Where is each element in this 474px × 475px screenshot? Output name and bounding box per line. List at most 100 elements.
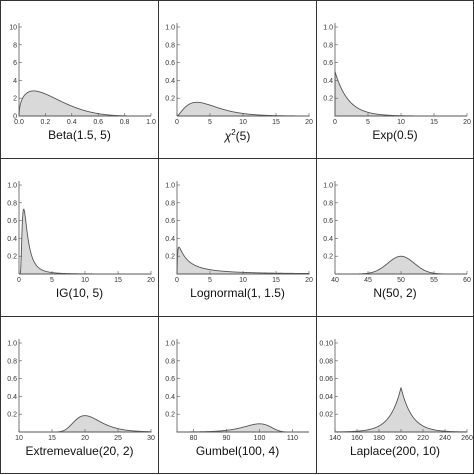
x-tick-label: 80 [190, 435, 198, 442]
density-area [18, 90, 151, 117]
x-tick-label: 20 [305, 119, 313, 126]
density-plot: 0.0 0.2 0.4 0.6 0.8 1.0 0 2 4 6 8 10 [9, 23, 156, 126]
y-tick-label: 2 [13, 96, 17, 103]
x-tick-label: 90 [223, 435, 231, 442]
y-tick-label: 0.2 [165, 254, 175, 261]
x-tick-label: 110 [287, 435, 298, 442]
y-tick-label: 0.6 [7, 218, 17, 225]
x-tick-label: 15 [114, 277, 122, 284]
y-tick-label: 1.0 [165, 183, 175, 190]
y-tick-label: 0.8 [323, 42, 333, 49]
x-tick-label: 10 [81, 277, 89, 284]
y-tick-label: 1.0 [7, 341, 17, 348]
density-area [176, 246, 310, 275]
distribution-title: Exp(0.5) [372, 128, 418, 142]
y-tick-label: 0.06 [319, 376, 333, 383]
density-area [334, 71, 467, 117]
y-tick-label: 0.6 [323, 60, 333, 67]
x-tick-label: 15 [272, 119, 280, 126]
distribution-title: Beta(1.5, 5) [48, 128, 111, 142]
chart-panel: 10 15 20 25 30 0.2 0.4 0.6 0.8 1.0 Extremevalue(20… [0, 316, 159, 474]
x-tick-label: 220 [417, 435, 429, 442]
y-tick-label: 0.6 [323, 218, 333, 225]
y-tick-label: 10 [9, 25, 17, 32]
x-tick-label: 240 [439, 435, 451, 442]
y-tick-label: 0.4 [7, 236, 17, 243]
chart-panel: 140 160 180 200 220 240 260 0.02 0.04 0.06 0.08 0.1… [316, 316, 474, 474]
x-tick-label: 25 [114, 435, 122, 442]
chart-panel: 0 5 10 15 20 0.2 0.4 0.6 0.8 1.0 Lognormal(1, 1.5) [158, 158, 317, 317]
y-tick-label: 1.0 [323, 183, 333, 190]
y-tick-label: 1.0 [165, 25, 175, 32]
y-tick-label: 6 [13, 60, 17, 67]
x-tick-label: 10 [239, 277, 247, 284]
y-tick-label: 0.10 [319, 341, 333, 348]
chart-panel: 0 5 10 15 20 0.2 0.4 0.6 0.8 1.0 IG(10, 5) [0, 158, 159, 317]
density-area [176, 423, 309, 433]
y-tick-label: 0.2 [323, 254, 333, 261]
x-tick-label: 0 [175, 119, 179, 126]
density-plot: 140 160 180 200 220 240 260 0.02 0.04 0.06 0.08 0.1… [319, 339, 473, 442]
y-tick-label: 1.0 [165, 341, 175, 348]
x-tick-label: 55 [430, 277, 438, 284]
y-tick-label: 0.6 [165, 218, 175, 225]
distribution-title: Lognormal(1, 1.5) [190, 286, 285, 300]
x-tick-label: 15 [272, 277, 280, 284]
x-tick-label: 20 [147, 277, 155, 284]
x-tick-label: 10 [15, 435, 23, 442]
density-plot: 0 5 10 15 20 0.2 0.4 0.6 0.8 1.0 [165, 23, 313, 126]
x-tick-label: 50 [397, 277, 405, 284]
density-plot: 0 5 10 15 20 0.2 0.4 0.6 0.8 1.0 [165, 181, 313, 284]
y-tick-label: 0.4 [165, 236, 175, 243]
y-tick-label: 0.8 [7, 358, 17, 365]
x-tick-label: 0 [175, 277, 179, 284]
x-tick-label: 20 [463, 119, 471, 126]
density-area [334, 387, 468, 433]
y-tick-label: 0.6 [165, 376, 175, 383]
density-plot: 0 5 10 15 20 0.2 0.4 0.6 0.8 1.0 [323, 23, 471, 126]
x-tick-label: 0.6 [93, 119, 103, 126]
y-tick-label: 0.4 [323, 78, 333, 85]
x-tick-label: 5 [50, 277, 54, 284]
x-tick-label: 30 [147, 435, 155, 442]
y-tick-label: 0.8 [165, 358, 175, 365]
distribution-title: Laplace(200, 10) [349, 444, 441, 458]
x-tick-label: 100 [254, 435, 266, 442]
y-tick-label: 0.08 [319, 358, 333, 365]
x-tick-label: 45 [364, 277, 372, 284]
distribution-title: IG(10, 5) [55, 286, 104, 300]
x-tick-label: 0.0 [14, 119, 24, 126]
y-tick-label: 0.02 [319, 412, 333, 419]
x-tick-label: 0.2 [41, 119, 51, 126]
x-tick-label: 180 [373, 435, 385, 442]
y-tick-label: 0.8 [323, 200, 333, 207]
x-tick-label: 1.0 [146, 119, 156, 126]
x-tick-label: 160 [351, 435, 363, 442]
density-plot: 80 90 100 110 0.2 0.4 0.6 0.8 1.0 [165, 339, 309, 442]
x-tick-label: 5 [208, 277, 212, 284]
x-tick-label: 0 [333, 119, 337, 126]
distribution-title: N(50, 2) [373, 286, 417, 300]
y-tick-label: 0.2 [7, 254, 17, 261]
distribution-title: Extremevalue(20, 2) [25, 444, 134, 458]
x-tick-label: 15 [430, 119, 438, 126]
x-tick-label: 10 [239, 119, 247, 126]
x-tick-label: 0.8 [120, 119, 130, 126]
x-tick-label: 140 [329, 435, 341, 442]
y-tick-label: 0.2 [323, 96, 333, 103]
distribution-title: χ2(5) [224, 128, 251, 143]
x-tick-label: 0 [17, 277, 21, 284]
y-tick-label: 1.0 [7, 183, 17, 190]
chart-panel: 0 5 10 15 20 0.2 0.4 0.6 0.8 1.0 χ2(5) [158, 0, 317, 159]
x-tick-label: 60 [463, 277, 471, 284]
x-tick-label: 15 [48, 435, 56, 442]
y-tick-label: 0.4 [165, 78, 175, 85]
y-tick-label: 0.6 [7, 376, 17, 383]
y-tick-label: 0.6 [165, 60, 175, 67]
y-tick-label: 0.2 [7, 412, 17, 419]
chart-panel: 0.0 0.2 0.4 0.6 0.8 1.0 0 2 4 6 8 10 Beta(1.5, 5) [0, 0, 159, 159]
y-tick-label: 0.8 [165, 42, 175, 49]
x-tick-label: 200 [395, 435, 407, 442]
x-tick-label: 5 [208, 119, 212, 126]
